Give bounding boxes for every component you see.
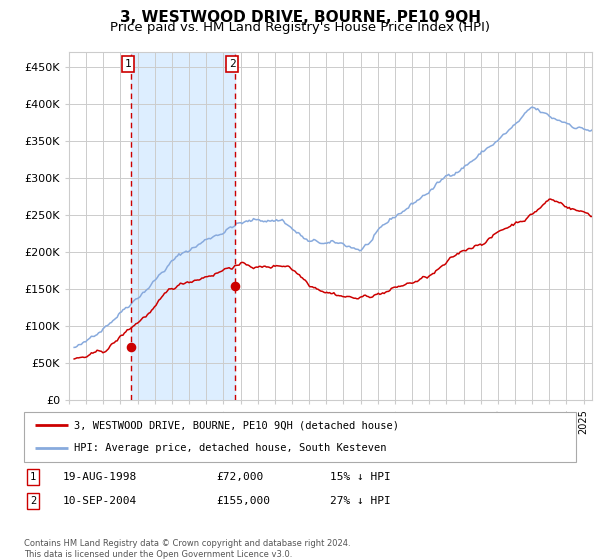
Text: 27% ↓ HPI: 27% ↓ HPI: [330, 496, 391, 506]
Point: [230, 281, 240, 290]
Text: 2: 2: [30, 496, 36, 506]
Text: 19-AUG-1998: 19-AUG-1998: [63, 472, 137, 482]
Text: 1: 1: [125, 59, 131, 69]
Text: £155,000: £155,000: [216, 496, 270, 506]
Point: [127, 343, 136, 352]
FancyBboxPatch shape: [24, 412, 576, 462]
Text: £72,000: £72,000: [216, 472, 263, 482]
Bar: [131, 52, 235, 400]
Text: Price paid vs. HM Land Registry's House Price Index (HPI): Price paid vs. HM Land Registry's House …: [110, 21, 490, 34]
Text: 2: 2: [229, 59, 235, 69]
Text: 10-SEP-2004: 10-SEP-2004: [63, 496, 137, 506]
Text: 15% ↓ HPI: 15% ↓ HPI: [330, 472, 391, 482]
Text: 1: 1: [30, 472, 36, 482]
Text: Contains HM Land Registry data © Crown copyright and database right 2024.
This d: Contains HM Land Registry data © Crown c…: [24, 539, 350, 559]
Text: HPI: Average price, detached house, South Kesteven: HPI: Average price, detached house, Sout…: [74, 444, 386, 454]
Text: 3, WESTWOOD DRIVE, BOURNE, PE10 9QH: 3, WESTWOOD DRIVE, BOURNE, PE10 9QH: [119, 10, 481, 25]
Text: 3, WESTWOOD DRIVE, BOURNE, PE10 9QH (detached house): 3, WESTWOOD DRIVE, BOURNE, PE10 9QH (det…: [74, 420, 398, 430]
